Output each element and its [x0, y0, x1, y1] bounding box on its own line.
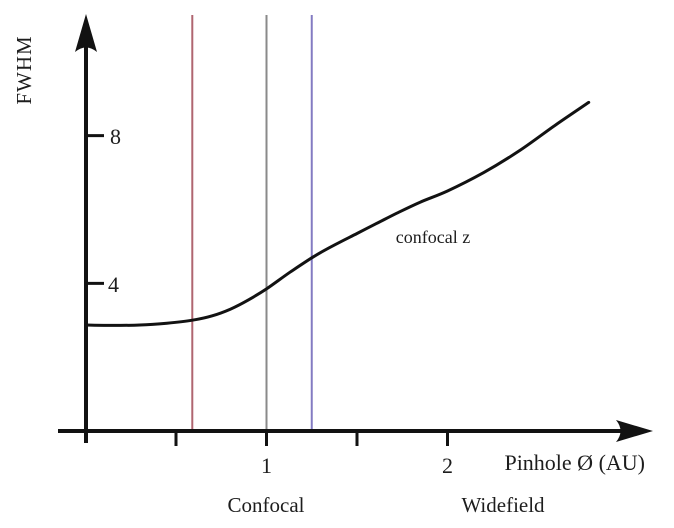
region-label-widefield: Widefield [461, 493, 545, 517]
vlines-group [191, 15, 313, 430]
y-axis-arrowhead-icon [75, 14, 97, 52]
region-label-confocal: Confocal [228, 493, 305, 517]
y-tick-label-4: 4 [108, 272, 119, 297]
confocal-z-curve [84, 100, 591, 327]
x-axis-title: Pinhole Ø (AU) [504, 450, 645, 475]
y-axis-title: FWHM [12, 35, 36, 104]
x-axis-arrowhead-icon [616, 420, 653, 442]
x-tick-label-2: 2 [442, 453, 453, 478]
ticks-group [86, 134, 449, 446]
x-tick-label-1: 1 [261, 453, 272, 478]
curve-annotation-confocal-z: confocal z [396, 227, 470, 247]
y-tick-label-8: 8 [110, 124, 121, 149]
